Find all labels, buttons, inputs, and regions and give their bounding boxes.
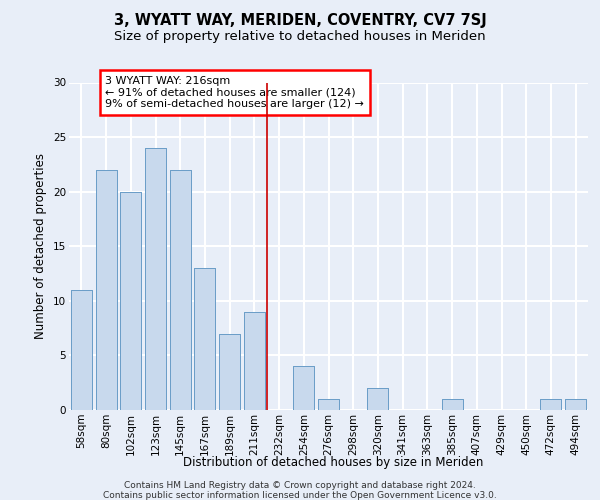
Text: Contains HM Land Registry data © Crown copyright and database right 2024.: Contains HM Land Registry data © Crown c… bbox=[124, 480, 476, 490]
Bar bbox=[71, 290, 92, 410]
Bar bbox=[120, 192, 141, 410]
Bar bbox=[170, 170, 191, 410]
Bar bbox=[565, 399, 586, 410]
Bar bbox=[170, 170, 191, 410]
Text: 3, WYATT WAY, MERIDEN, COVENTRY, CV7 7SJ: 3, WYATT WAY, MERIDEN, COVENTRY, CV7 7SJ bbox=[113, 12, 487, 28]
Bar bbox=[318, 399, 339, 410]
Bar bbox=[194, 268, 215, 410]
Bar bbox=[318, 399, 339, 410]
Bar bbox=[219, 334, 240, 410]
Bar bbox=[120, 192, 141, 410]
Bar bbox=[145, 148, 166, 410]
Bar bbox=[541, 399, 562, 410]
Text: Distribution of detached houses by size in Meriden: Distribution of detached houses by size … bbox=[183, 456, 483, 469]
Bar bbox=[194, 268, 215, 410]
Bar bbox=[367, 388, 388, 410]
Bar bbox=[244, 312, 265, 410]
Bar bbox=[293, 366, 314, 410]
Text: Size of property relative to detached houses in Meriden: Size of property relative to detached ho… bbox=[114, 30, 486, 43]
Bar bbox=[95, 170, 116, 410]
Text: 3 WYATT WAY: 216sqm
← 91% of detached houses are smaller (124)
9% of semi-detach: 3 WYATT WAY: 216sqm ← 91% of detached ho… bbox=[106, 76, 364, 109]
Y-axis label: Number of detached properties: Number of detached properties bbox=[34, 153, 47, 339]
Bar bbox=[145, 148, 166, 410]
Bar bbox=[95, 170, 116, 410]
Bar bbox=[565, 399, 586, 410]
Bar bbox=[244, 312, 265, 410]
Text: Contains public sector information licensed under the Open Government Licence v3: Contains public sector information licen… bbox=[103, 490, 497, 500]
Bar bbox=[367, 388, 388, 410]
Bar bbox=[71, 290, 92, 410]
Bar bbox=[442, 399, 463, 410]
Bar bbox=[442, 399, 463, 410]
Bar bbox=[541, 399, 562, 410]
Bar bbox=[293, 366, 314, 410]
Bar bbox=[219, 334, 240, 410]
